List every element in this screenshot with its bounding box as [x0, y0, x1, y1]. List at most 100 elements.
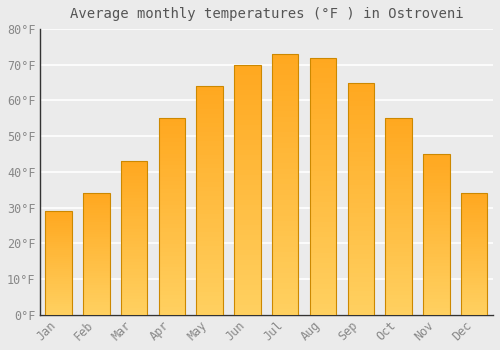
Bar [158, 295, 185, 299]
Bar [423, 279, 450, 282]
Bar [423, 312, 450, 315]
Bar [348, 194, 374, 198]
Bar [121, 250, 148, 253]
Bar [196, 118, 223, 123]
Bar [158, 138, 185, 142]
Bar [83, 295, 110, 298]
Bar [310, 78, 336, 83]
Bar [196, 136, 223, 141]
Bar [121, 167, 148, 170]
Bar [234, 85, 260, 90]
Bar [310, 130, 336, 135]
Bar [234, 295, 260, 300]
Bar [348, 236, 374, 240]
Bar [234, 230, 260, 235]
Bar [348, 282, 374, 287]
Bar [83, 232, 110, 234]
Bar [386, 275, 412, 279]
Bar [46, 304, 72, 306]
Bar [386, 260, 412, 264]
Bar [348, 296, 374, 301]
Bar [196, 228, 223, 232]
Bar [83, 254, 110, 256]
Bar [310, 155, 336, 160]
Bar [461, 205, 487, 208]
Bar [83, 278, 110, 281]
Bar [46, 215, 72, 217]
Bar [272, 117, 298, 122]
Bar [234, 265, 260, 270]
Bar [196, 255, 223, 260]
Bar [348, 305, 374, 310]
Bar [83, 259, 110, 261]
Bar [158, 307, 185, 311]
Bar [310, 114, 336, 119]
Bar [310, 294, 336, 299]
Bar [272, 283, 298, 288]
Bar [121, 189, 148, 192]
Bar [196, 205, 223, 210]
Bar [423, 289, 450, 292]
Bar [272, 299, 298, 304]
Bar [83, 217, 110, 220]
Bar [423, 241, 450, 244]
Bar [46, 265, 72, 267]
Bar [348, 101, 374, 106]
Bar [121, 272, 148, 275]
Bar [461, 256, 487, 259]
Bar [461, 237, 487, 239]
Bar [386, 307, 412, 311]
Bar [158, 166, 185, 169]
Bar [386, 299, 412, 303]
Bar [158, 303, 185, 307]
Bar [461, 247, 487, 249]
Bar [158, 126, 185, 130]
Bar [196, 150, 223, 155]
Bar [272, 96, 298, 101]
Bar [121, 170, 148, 173]
Bar [196, 159, 223, 164]
Bar [83, 298, 110, 300]
Bar [196, 278, 223, 282]
Bar [158, 256, 185, 260]
Bar [234, 80, 260, 85]
Bar [46, 211, 72, 213]
Bar [46, 269, 72, 271]
Bar [423, 205, 450, 209]
Bar [348, 120, 374, 124]
Bar [272, 241, 298, 247]
Bar [158, 185, 185, 189]
Bar [310, 83, 336, 89]
Bar [196, 127, 223, 132]
Bar [234, 130, 260, 135]
Bar [158, 122, 185, 126]
Bar [423, 276, 450, 279]
Bar [461, 239, 487, 242]
Bar [423, 173, 450, 176]
Bar [423, 170, 450, 173]
Bar [121, 219, 148, 223]
Bar [83, 286, 110, 288]
Bar [423, 225, 450, 228]
Bar [46, 298, 72, 300]
Bar [423, 215, 450, 218]
Bar [196, 109, 223, 113]
Bar [196, 251, 223, 255]
Bar [386, 256, 412, 260]
Bar [348, 138, 374, 143]
Bar [423, 196, 450, 199]
Bar [83, 302, 110, 305]
Bar [158, 311, 185, 315]
Bar [196, 196, 223, 200]
Bar [348, 97, 374, 101]
Bar [386, 271, 412, 275]
Bar [121, 201, 148, 204]
Bar [196, 296, 223, 301]
Bar [310, 124, 336, 130]
Bar [461, 259, 487, 261]
Bar [386, 209, 412, 212]
Bar [121, 204, 148, 207]
Bar [310, 299, 336, 304]
Bar [272, 231, 298, 236]
Bar [83, 247, 110, 249]
